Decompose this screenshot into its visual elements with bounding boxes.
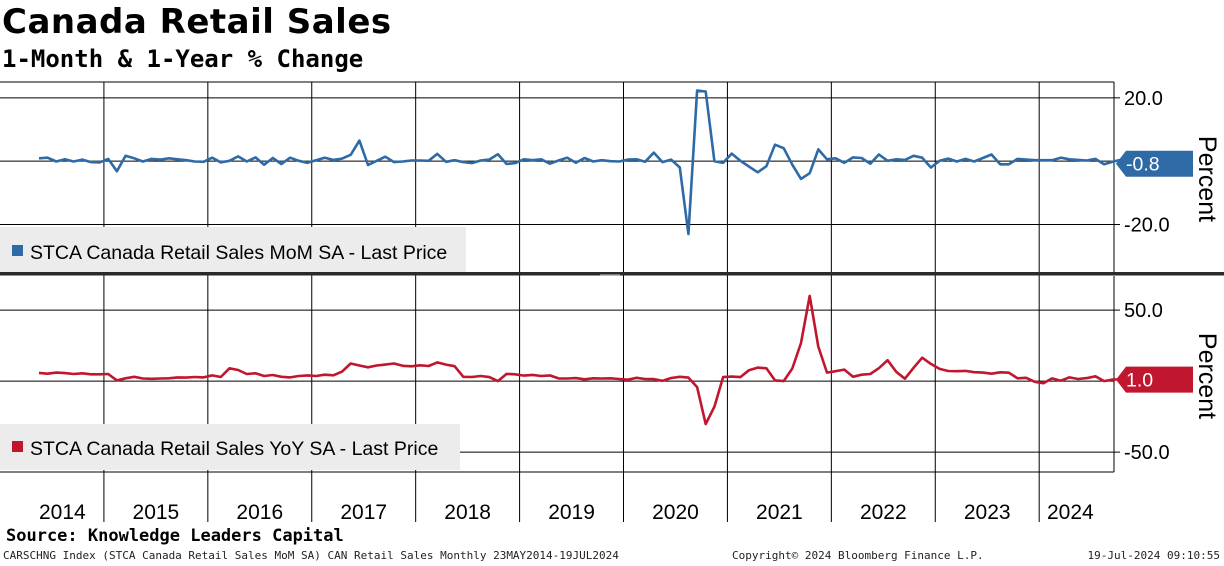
- mom-last-price-marker: [1116, 150, 1193, 177]
- x-tick-label: 2016: [236, 501, 283, 524]
- x-tick-label: 2024: [1047, 501, 1094, 524]
- panel-resize-handle[interactable]: [600, 274, 620, 276]
- x-tick-label: 2019: [548, 501, 595, 524]
- mom-panel: 20.0 -20.0 STCA Canada Retail Sales MoM S…: [0, 81, 1221, 273]
- mom-y-axis-label: Percent: [1193, 136, 1221, 222]
- chart-area: 20.0 -20.0 STCA Canada Retail Sales MoM S…: [0, 81, 1224, 524]
- y-tick-label: 20.0: [1124, 88, 1163, 110]
- y-tick-label: 50.0: [1124, 300, 1163, 322]
- yoy-series-line: [38, 294, 1148, 426]
- x-tick-label: 2015: [133, 501, 180, 524]
- y-tick-label: -50.0: [1124, 442, 1170, 464]
- yoy-last-price-tag: 1.0: [1116, 366, 1193, 393]
- x-axis-labels: 2014 2015 2016 2017 2018 2019 2020 2021 2022 2023…: [39, 501, 1094, 524]
- panel-separator: [0, 272, 1224, 276]
- yoy-y-axis-label: Percent: [1193, 333, 1221, 419]
- x-tick-label: 2017: [340, 501, 387, 524]
- yoy-y-ticks: 50.0 -50.0: [1114, 300, 1170, 464]
- yoy-legend-swatch: [12, 441, 23, 452]
- x-tick-label: 2022: [860, 501, 907, 524]
- mom-legend-box: [0, 227, 466, 273]
- yoy-last-price-value: 1.0: [1126, 370, 1153, 392]
- mom-legend: STCA Canada Retail Sales MoM SA - Last P…: [0, 227, 466, 273]
- yoy-panel: 50.0 -50.0 STCA Canada Retail Sales YoY S…: [0, 276, 1221, 472]
- x-tick-label: 2020: [652, 501, 699, 524]
- y-tick-label: -20.0: [1124, 215, 1170, 237]
- mom-legend-swatch: [12, 245, 23, 256]
- mom-series-line: [38, 89, 1139, 236]
- x-tick-label: 2021: [756, 501, 803, 524]
- mom-last-price-tag: -0.8: [1116, 150, 1193, 177]
- yoy-legend-label: STCA Canada Retail Sales YoY SA - Last P…: [30, 438, 438, 460]
- source-note: Source: Knowledge Leaders Capital: [6, 526, 344, 546]
- chart-title: Canada Retail Sales: [2, 2, 392, 42]
- yoy-legend-box: [0, 424, 460, 470]
- mom-legend-label: STCA Canada Retail Sales MoM SA - Last P…: [30, 242, 447, 264]
- footer-timestamp: 19-Jul-2024 09:10:55: [1087, 549, 1220, 562]
- footer-series-info: CARSCHNG Index (STCA Canada Retail Sales…: [3, 549, 619, 562]
- mom-y-ticks: 20.0 -20.0: [1114, 88, 1170, 237]
- yoy-last-price-marker: [1116, 366, 1193, 393]
- chart-subtitle: 1-Month & 1-Year % Change: [2, 45, 364, 73]
- mom-last-price-value: -0.8: [1126, 154, 1160, 176]
- x-tick-label: 2018: [444, 501, 491, 524]
- x-tick-label: 2014: [39, 501, 86, 524]
- yoy-legend: STCA Canada Retail Sales YoY SA - Last P…: [0, 424, 460, 470]
- footer-copyright: Copyright© 2024 Bloomberg Finance L.P.: [732, 549, 984, 562]
- x-tick-label: 2023: [964, 501, 1011, 524]
